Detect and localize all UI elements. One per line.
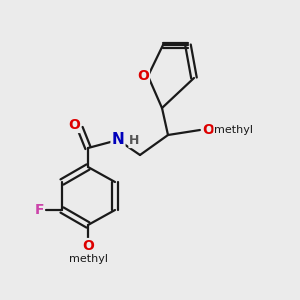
Text: O: O (82, 239, 94, 253)
Text: F: F (34, 203, 44, 217)
Text: O: O (68, 118, 80, 132)
Text: O: O (202, 123, 214, 137)
Text: methyl: methyl (68, 254, 107, 264)
Text: N: N (112, 133, 124, 148)
Text: methyl: methyl (214, 125, 253, 135)
Text: H: H (129, 134, 140, 148)
Text: O: O (137, 69, 149, 83)
